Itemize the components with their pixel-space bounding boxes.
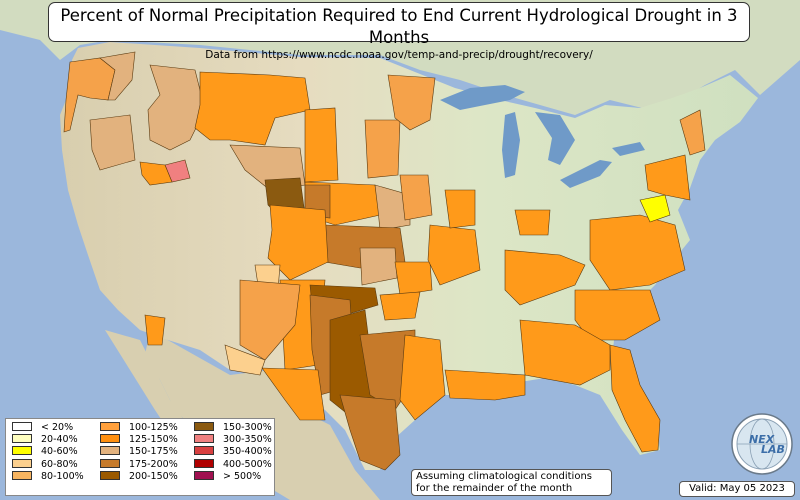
legend: < 20% 20-40% 40-60% 60-80% 80-100% 100-1… [5,418,275,496]
legend-swatch [194,434,214,444]
region-california-sliver [144,314,166,346]
legend-label: 80-100% [41,470,84,482]
legend-item: > 500% [194,470,272,483]
assumption-line-2: for the remainder of the month [416,483,573,494]
assumption-line-1: Assuming climatological conditions [416,471,592,482]
region-maryland-yellow [639,194,671,223]
region-florida [609,344,661,453]
legend-swatch [100,458,120,468]
legend-label: 400-500% [223,458,272,470]
region-montana [194,71,311,146]
legend-item: 80-100% [12,470,84,483]
legend-swatch [12,470,32,480]
legend-item: 300-350% [194,434,272,446]
region-kansas-tan [359,247,398,286]
legend-label: 20-40% [41,434,78,446]
legend-item: 100-125% [100,422,178,434]
map-title: Percent of Normal Precipitation Required… [60,6,738,47]
region-illinois [427,224,481,286]
legend-item: 175-200% [100,458,178,471]
legend-label: > 500% [223,470,262,482]
region-missouri-orange [394,261,433,296]
legend-swatch [12,422,32,431]
region-texas-west-orange [261,367,326,421]
legend-item: 200-150% [100,470,178,483]
lake-ontario [612,142,645,156]
lake-superior [440,85,525,110]
legend-column-1: < 20% 20-40% 40-60% 60-80% 80-100% [12,422,84,483]
legend-item: 60-80% [12,458,84,471]
region-kentucky-tennessee [504,249,586,306]
region-michigan [514,209,551,236]
legend-column-2: 100-125% 125-150% 150-175% 175-200% 200-… [100,422,178,483]
legend-label: 125-150% [129,434,178,446]
legend-label: 100-125% [129,422,178,433]
region-pennsylvania [644,154,691,201]
mexico-land [145,330,380,500]
legend-item: 400-500% [194,458,272,471]
region-gulf-coast [444,369,526,401]
lake-michigan [502,112,520,178]
map-subtitle: Data from https://www.ncdc.noaa.gov/temp… [205,49,593,61]
region-arizona-south [224,344,266,376]
legend-label: 350-400% [223,446,272,458]
region-idaho-orange-strip [139,161,173,186]
region-arkansas [379,291,421,321]
legend-item: 150-175% [100,446,178,458]
legend-label: < 20% [41,422,74,433]
region-dakota-light [364,119,401,179]
region-dakota-orange [304,107,339,183]
legend-item: < 20% [12,422,84,434]
region-texas-east-orange [399,334,446,421]
legend-label: 300-350% [223,434,272,446]
logo-text-nex: NEX [749,433,775,446]
legend-swatch [194,446,214,456]
legend-column-3: 150-300% 300-350% 350-400% 400-500% > 50… [194,422,272,483]
nexlab-globe-logo: NEX LAB [731,413,793,475]
lake-erie [560,160,612,188]
legend-swatch [100,422,120,431]
legend-item: 20-40% [12,434,84,446]
legend-item: 150-300% [194,422,272,434]
region-carolinas [574,289,661,341]
legend-label: 175-200% [129,458,178,470]
legend-item: 350-400% [194,446,272,458]
region-iowa [399,174,433,221]
legend-label: 150-175% [129,446,178,458]
title-box: Percent of Normal Precipitation Required… [48,2,750,61]
legend-label: 150-300% [223,422,272,433]
region-idaho [147,64,206,151]
assumption-note: Assuming climatological conditions for t… [411,469,612,496]
legend-swatch [194,458,214,468]
valid-date: Valid: May 05 2023 [679,481,795,497]
region-texas-south-brown [339,394,401,471]
legend-label: 200-150% [129,470,178,482]
logo-text-lab: LAB [761,443,785,456]
region-washington-east [99,51,136,101]
legend-item: 125-150% [100,434,178,446]
legend-swatch [12,458,32,468]
region-minnesota [387,74,436,131]
legend-item: 40-60% [12,446,84,458]
drought-regions [63,51,706,471]
legend-label: 40-60% [41,446,78,458]
legend-swatch [12,434,32,444]
legend-swatch [100,434,120,444]
region-oregon [89,114,136,171]
legend-swatch [100,470,120,480]
region-arizona-light [239,279,301,361]
legend-swatch [194,422,214,431]
legend-swatch [12,446,32,456]
region-virginia [589,214,686,291]
lake-huron [535,112,575,165]
region-ny [679,109,706,156]
legend-swatch [194,470,214,480]
region-wisconsin [444,189,476,229]
legend-swatch [100,446,120,456]
legend-label: 60-80% [41,458,78,470]
